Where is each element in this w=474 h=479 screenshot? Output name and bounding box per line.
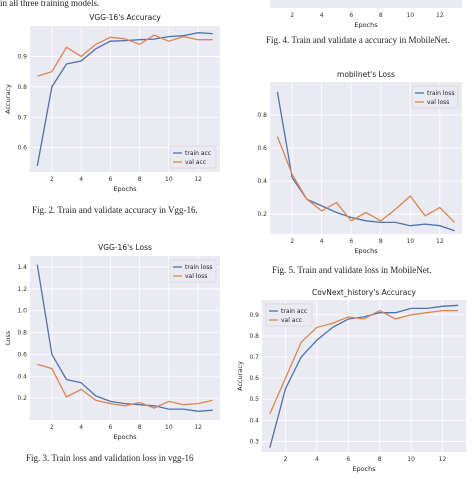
x-tick-label: 10 <box>165 176 173 183</box>
plot-area <box>270 0 462 8</box>
y-tick-label: 0.4 <box>257 178 267 185</box>
y-axis-label: Accuracy <box>4 84 12 114</box>
x-tick-label: 8 <box>379 12 383 19</box>
series-line-train-acc <box>269 304 459 448</box>
chart-title: mobilnet's Loss <box>337 70 395 79</box>
chart-covnext-acc: 2 4 6 8 10 12 0.3 0.4 0.5 0.6 0.7 0.8 0.9 CovNext_his… <box>236 288 466 473</box>
legend: train loss val loss <box>169 259 217 283</box>
chart-vgg16-acc: 2 4 6 8 10 12 0.6 0.7 0.8 0.9 VGG-16's Accuracy Epo… <box>4 13 220 193</box>
x-tick-label: 12 <box>436 12 444 19</box>
plot-area <box>30 256 220 420</box>
x-tick-label: 4 <box>79 176 83 183</box>
y-axis-label: Loss <box>4 330 12 345</box>
y-tick-label: 0.3 <box>249 438 259 445</box>
y-tick-label: 0.6 <box>249 375 259 382</box>
x-tick-label: 10 <box>407 456 415 463</box>
x-tick-label: 8 <box>138 424 142 431</box>
x-tick-label: 10 <box>406 238 414 245</box>
x-tick-label: 4 <box>315 456 319 463</box>
legend-label: train loss <box>185 264 212 271</box>
x-tick-label: 12 <box>194 176 202 183</box>
series-line-val-loss <box>276 136 456 223</box>
x-tick-label: 2 <box>290 238 294 245</box>
y-tick-label: 0.8 <box>17 84 27 91</box>
y-tick-label: 0.7 <box>17 114 27 121</box>
y-tick-label: 0.6 <box>17 145 27 152</box>
x-tick-label: 8 <box>378 456 382 463</box>
x-tick-label: 12 <box>194 424 202 431</box>
x-tick-label: 10 <box>165 424 173 431</box>
y-tick-label: 0.2 <box>17 395 27 402</box>
y-tick-label: 1.0 <box>17 308 27 315</box>
y-tick-label: 0.9 <box>17 53 27 60</box>
legend-label: train loss <box>427 90 454 97</box>
fig2-caption: Fig. 2. Train and validate accuracy in V… <box>32 205 198 215</box>
x-axis-label: Epochs <box>354 247 378 255</box>
chart-vgg16-loss: 2 4 6 8 10 12 0.2 0.4 0.6 0.8 1.0 1.2 1.4 VGG-16's Lo… <box>4 243 220 441</box>
legend-label: val loss <box>427 99 449 106</box>
x-tick-label: 6 <box>108 176 112 183</box>
x-tick-label: 8 <box>379 238 383 245</box>
y-tick-label: 0.6 <box>17 351 27 358</box>
y-tick-label: 1.4 <box>17 264 27 271</box>
x-tick-label: 2 <box>50 176 54 183</box>
series-line-val-acc <box>37 34 213 77</box>
x-tick-label: 6 <box>346 456 350 463</box>
x-axis-label: Epochs <box>113 185 137 193</box>
y-tick-label: 0.7 <box>249 354 259 361</box>
x-tick-label: 6 <box>349 12 353 19</box>
x-tick-label: 8 <box>138 176 142 183</box>
chart-title: VGG-16's Accuracy <box>89 13 161 22</box>
x-axis-label: Epochs <box>354 21 378 29</box>
y-tick-label: 1.2 <box>17 286 27 293</box>
y-tick-label: 0.8 <box>257 112 267 119</box>
legend-label: train acc <box>281 308 307 315</box>
x-tick-label: 2 <box>290 12 294 19</box>
x-tick-label: 4 <box>320 238 324 245</box>
intro-text-fragment: in all three training models. <box>0 0 100 8</box>
y-tick-label: 0.5 <box>249 396 259 403</box>
legend: train loss val loss <box>411 85 459 109</box>
y-axis-label: Accuracy <box>236 361 244 391</box>
y-tick-label: 0.9 <box>249 312 259 319</box>
y-tick-label: 0.6 <box>257 145 267 152</box>
legend: train acc val acc <box>265 303 313 327</box>
chart-mobilenet-acc-partial: 2 4 6 8 10 12 Epochs <box>270 0 462 29</box>
x-tick-label: 12 <box>439 456 447 463</box>
x-tick-label: 4 <box>320 12 324 19</box>
legend-label: val acc <box>281 317 302 324</box>
legend: train acc val acc <box>169 145 217 169</box>
fig5-caption: Fig. 5. Train and validate loss in Mobil… <box>272 265 432 275</box>
legend-label: val loss <box>185 273 207 280</box>
x-tick-label: 10 <box>406 12 414 19</box>
x-tick-label: 12 <box>436 238 444 245</box>
x-tick-label: 6 <box>349 238 353 245</box>
x-axis-label: Epochs <box>113 433 137 441</box>
legend-label: train acc <box>185 150 211 157</box>
y-tick-label: 0.8 <box>249 333 259 340</box>
y-tick-label: 0.2 <box>257 211 267 218</box>
series-line-val-loss <box>37 363 213 409</box>
fig4-caption: Fig. 4. Train and validate a accuracy in… <box>266 35 450 45</box>
x-axis-label: Epochs <box>352 465 376 473</box>
x-tick-label: 2 <box>50 424 54 431</box>
y-tick-label: 0.4 <box>17 373 27 380</box>
chart-title: VGG-16's Loss <box>98 243 152 252</box>
y-tick-label: 0.4 <box>249 417 259 424</box>
chart-mobilenet-loss: 2 4 6 8 10 12 0.2 0.4 0.6 0.8 mobilnet's Loss Epoch… <box>257 70 462 255</box>
legend-label: val acc <box>185 159 206 166</box>
x-tick-label: 4 <box>79 424 83 431</box>
chart-title: CovNext_history's Accuracy <box>312 288 416 297</box>
y-tick-label: 0.8 <box>17 330 27 337</box>
fig3-caption: Fig. 3. Train loss and validation loss i… <box>26 453 194 463</box>
x-tick-label: 2 <box>284 456 288 463</box>
x-tick-label: 6 <box>108 424 112 431</box>
